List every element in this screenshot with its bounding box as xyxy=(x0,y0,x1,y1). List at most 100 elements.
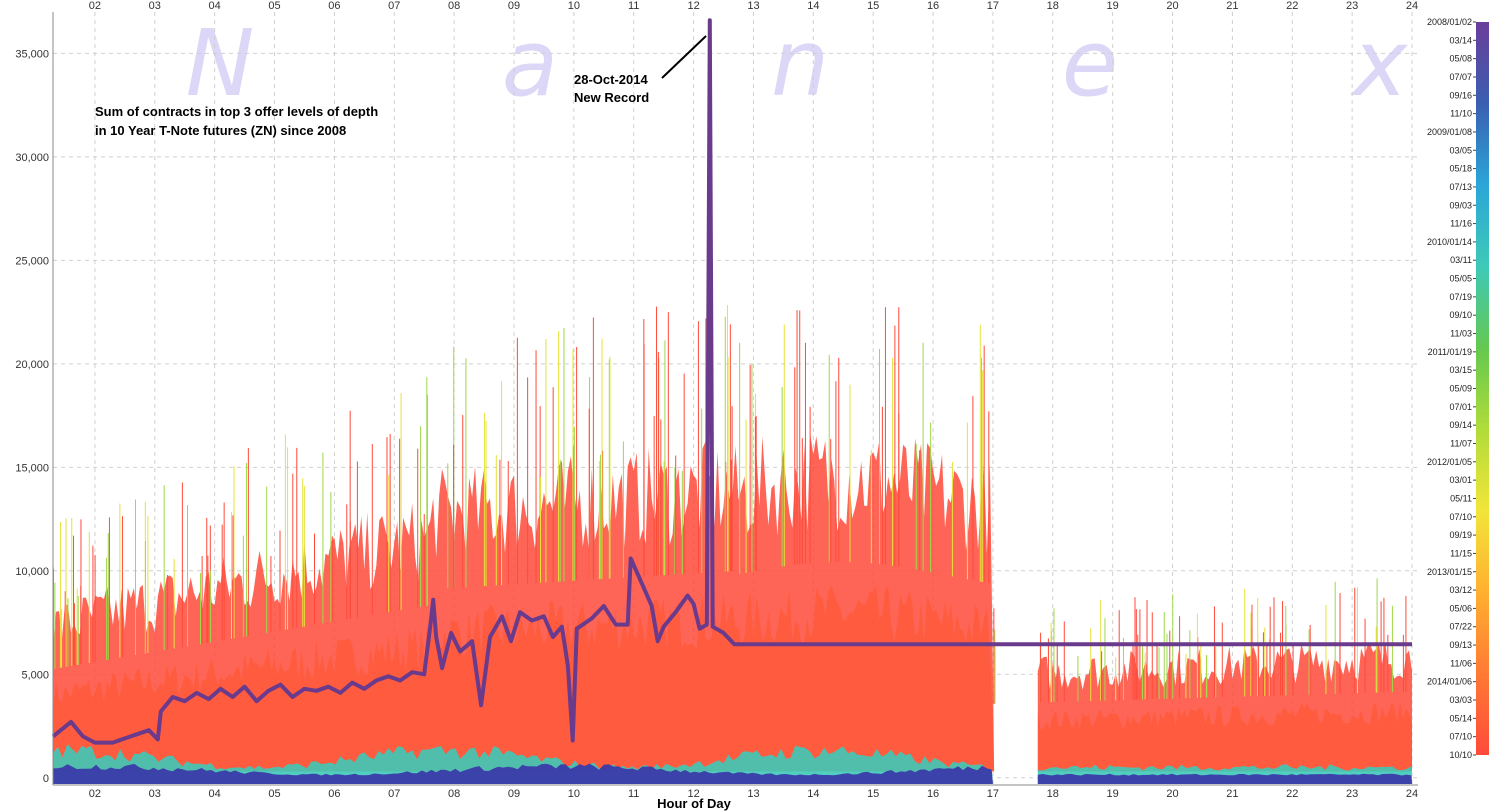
colorbar-label: 07/10 xyxy=(1449,732,1472,742)
x-tick-label-bottom: 09 xyxy=(508,788,520,800)
colorbar-label: 03/01 xyxy=(1449,475,1472,485)
x-tick-label-bottom: 24 xyxy=(1406,788,1418,800)
oldest-band-lower xyxy=(53,763,993,784)
colorbar-label: 2013/01/15 xyxy=(1427,567,1472,577)
x-tick-label-top: 14 xyxy=(807,0,819,12)
x-tick-label-top: 17 xyxy=(987,0,999,12)
colorbar-label: 11/16 xyxy=(1450,219,1472,229)
colorbar-label: 05/06 xyxy=(1449,603,1472,613)
historical-series-area xyxy=(52,305,1412,784)
colorbar-label: 05/09 xyxy=(1449,384,1472,394)
x-tick-label-top: 11 xyxy=(628,0,639,12)
x-tick-label-top: 09 xyxy=(508,0,520,12)
x-tick-label-bottom: 13 xyxy=(747,788,759,800)
colorbar-label: 03/14 xyxy=(1449,35,1472,45)
x-tick-label-bottom: 04 xyxy=(209,788,221,800)
x-tick-label-top: 23 xyxy=(1346,0,1358,12)
x-tick-label-bottom: 18 xyxy=(1047,788,1059,800)
colorbar-label: 11/15 xyxy=(1450,548,1472,558)
annotation-line-2: in 10 Year T-Note futures (ZN) since 200… xyxy=(95,123,346,138)
colorbar-label: 03/05 xyxy=(1449,145,1472,155)
record-label-date: 28-Oct-2014 xyxy=(574,72,648,87)
colorbar-label: 10/10 xyxy=(1449,750,1472,760)
colorbar-label: 09/19 xyxy=(1449,530,1472,540)
historical-band xyxy=(53,434,995,772)
colorbar-label: 2008/01/02 xyxy=(1427,17,1472,27)
historical-band xyxy=(1037,641,1412,772)
y-tick-label: 25,000 xyxy=(15,255,49,267)
highlight-series xyxy=(51,18,1412,745)
colorbar-label: 07/01 xyxy=(1449,402,1472,412)
x-tick-label-top: 08 xyxy=(448,0,460,12)
watermark-letter: n xyxy=(771,10,829,117)
x-tick-label-bottom: 14 xyxy=(807,788,819,800)
x-tick-label-top: 06 xyxy=(328,0,340,12)
colorbar-label: 05/08 xyxy=(1449,54,1472,64)
colorbar-label: 07/22 xyxy=(1449,622,1472,632)
x-tick-label-top: 19 xyxy=(1107,0,1119,12)
x-tick-label-bottom: 16 xyxy=(927,788,939,800)
x-tick-label-bottom: 15 xyxy=(867,788,879,800)
colorbar-label: 11/10 xyxy=(1450,109,1472,119)
x-tick-label-top: 10 xyxy=(568,0,580,12)
y-tick-label: 30,000 xyxy=(15,152,49,164)
colorbar-label: 09/10 xyxy=(1449,310,1472,320)
series-line-record-day xyxy=(51,18,1412,745)
x-tick-label-bottom: 02 xyxy=(89,788,101,800)
x-tick-label-top: 24 xyxy=(1406,0,1418,12)
x-tick-label-top: 15 xyxy=(867,0,879,12)
colorbar-label: 03/12 xyxy=(1449,585,1472,595)
watermark-letter: a xyxy=(502,10,558,117)
x-tick-label-top: 02 xyxy=(89,0,101,12)
colorbar-label: 03/11 xyxy=(1450,255,1472,265)
x-tick-label-bottom: 22 xyxy=(1286,788,1298,800)
x-tick-label-top: 03 xyxy=(149,0,161,12)
colorbar-label: 05/18 xyxy=(1449,164,1472,174)
watermark-letter: e xyxy=(1062,10,1119,117)
colorbar-label: 09/16 xyxy=(1449,90,1472,100)
colorbar-label: 09/14 xyxy=(1449,420,1472,430)
x-tick-label-top: 18 xyxy=(1047,0,1059,12)
record-pointer-line xyxy=(661,35,707,79)
x-tick-label-bottom: 17 xyxy=(987,788,999,800)
colorbar-label: 07/10 xyxy=(1449,512,1472,522)
x-tick-label-bottom: 23 xyxy=(1346,788,1358,800)
x-tick-label-bottom: 03 xyxy=(149,788,161,800)
colorbar-label: 11/06 xyxy=(1450,658,1472,668)
colorbar-label: 09/13 xyxy=(1449,640,1472,650)
colorbar-label: 09/03 xyxy=(1449,200,1472,210)
colorbar-label: 11/03 xyxy=(1450,329,1472,339)
x-tick-label-bottom: 08 xyxy=(448,788,460,800)
x-tick-label-top: 20 xyxy=(1166,0,1178,12)
colorbar-label: 03/15 xyxy=(1449,365,1472,375)
colorbar-label: 2012/01/05 xyxy=(1427,457,1472,467)
colorbar-label: 2011/01/19 xyxy=(1428,347,1472,357)
x-tick-label-top: 07 xyxy=(388,0,400,12)
x-axis-title: Hour of Day xyxy=(657,796,731,811)
watermark-letter: x xyxy=(1350,10,1409,117)
x-tick-label-bottom: 06 xyxy=(328,788,340,800)
colorbar-label: 07/07 xyxy=(1449,72,1472,82)
colorbar-legend: 2008/01/02 03/14 05/08 07/07 09/16 11/10 2009/… xyxy=(1427,17,1489,760)
colorbar-label: 07/13 xyxy=(1449,182,1472,192)
annotation-line-1: Sum of contracts in top 3 offer levels o… xyxy=(95,104,378,119)
y-tick-label: 20,000 xyxy=(15,359,49,371)
x-tick-label-bottom: 10 xyxy=(568,788,580,800)
x-tick-label-top: 21 xyxy=(1226,0,1238,12)
x-tick-label-bottom: 20 xyxy=(1166,788,1178,800)
colorbar-label: 11/07 xyxy=(1450,438,1472,448)
y-tick-label: 10,000 xyxy=(15,566,49,578)
x-tick-label-top: 16 xyxy=(927,0,939,12)
colorbar-label: 2010/01/14 xyxy=(1427,237,1472,247)
axes: 0 5,000 10,000 15,000 20,000 25,000 30,000 35,0… xyxy=(15,0,1418,800)
x-tick-label-bottom: 11 xyxy=(628,788,639,800)
oldest-band-lower xyxy=(1037,773,1412,784)
colorbar xyxy=(1476,22,1489,755)
colorbar-label: 05/05 xyxy=(1449,274,1472,284)
colorbar-label: 2014/01/06 xyxy=(1427,677,1472,687)
x-tick-label-bottom: 21 xyxy=(1226,788,1238,800)
colorbar-label: 2009/01/08 xyxy=(1427,127,1472,137)
x-tick-label-top: 12 xyxy=(687,0,699,12)
